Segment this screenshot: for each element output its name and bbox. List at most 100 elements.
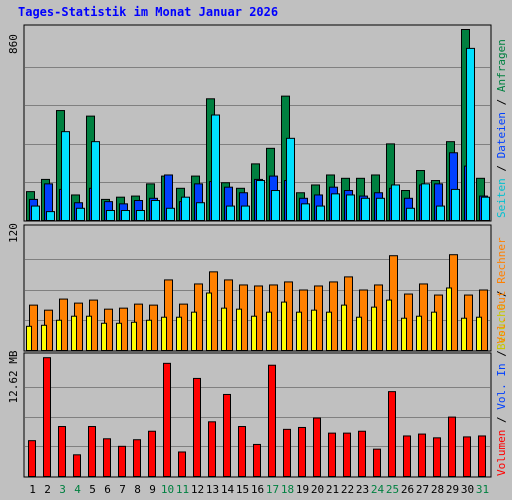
volume-bar-day-20: [313, 417, 321, 477]
panel-visits: 120: [7, 223, 492, 352]
pages-bar-day-6: [106, 210, 115, 221]
volume-bar-day-7: [118, 445, 126, 478]
visits-bar-day-27: [416, 315, 422, 352]
visits-bar-day-16: [251, 315, 257, 352]
volume-bar-day-26: [403, 435, 411, 477]
volume-bar-day-13: [208, 421, 216, 477]
pages-bar-day-29: [451, 188, 460, 222]
x-tick-label-day-2: 2: [44, 483, 51, 496]
panel-requests-ymax-label: 860: [7, 34, 20, 54]
x-tick-label-day-29: 29: [446, 483, 459, 496]
x-tick-label-day-9: 9: [149, 483, 156, 496]
volume-bar-day-19: [298, 426, 306, 477]
pages-bar-day-3: [61, 131, 70, 222]
visits-bar-day-26: [401, 317, 407, 352]
chart-title: Tages-Statistik im Monat Januar 2026: [18, 5, 278, 19]
x-tick-label-day-6: 6: [104, 483, 111, 496]
x-tick-label-day-17: 17: [266, 483, 279, 496]
visits-bar-day-4: [71, 315, 77, 352]
pages-bar-day-2: [46, 211, 55, 221]
legend-separator: /: [495, 410, 508, 430]
visits-bar-day-6: [101, 322, 107, 351]
x-tick-label-day-30: 30: [461, 483, 474, 496]
pages-bar-day-30: [466, 47, 475, 221]
visits-bar-day-15: [236, 308, 242, 351]
pages-bar-day-27: [421, 183, 430, 221]
visits-bar-day-5: [86, 315, 92, 352]
visits-bar-day-10: [161, 316, 167, 352]
x-tick-label-day-15: 15: [236, 483, 249, 496]
volume-bar-day-21: [328, 432, 336, 478]
legend-entry-vol-in: Vol. In: [495, 363, 508, 409]
legend-entry-visits: Besuche: [495, 304, 508, 350]
legend-entry-hosts: Rechner: [495, 237, 508, 284]
x-tick-label-day-5: 5: [89, 483, 96, 496]
pages-bar-day-26: [406, 207, 415, 221]
visits-bar-day-19: [296, 311, 302, 351]
visits-bar-day-29: [446, 287, 452, 352]
visits-bar-day-21: [326, 311, 332, 351]
volume-bar-day-4: [73, 454, 81, 477]
volume-bar-day-3: [58, 426, 66, 477]
volume-bar-day-17: [268, 364, 276, 478]
visits-bar-day-14: [221, 307, 227, 351]
visits-bar-day-9: [146, 319, 152, 351]
visits-bar-day-8: [131, 321, 137, 351]
legend-separator: /: [495, 284, 508, 304]
visits-bar-day-12: [191, 311, 197, 351]
legend-entry-vol-out: Vol. Out: [495, 291, 508, 344]
visits-bar-day-22: [341, 304, 347, 351]
pages-bar-day-18: [286, 137, 295, 221]
pages-bar-day-11: [181, 196, 190, 222]
volume-bar-day-25: [388, 391, 396, 477]
x-tick-label-day-22: 22: [341, 483, 354, 496]
pages-bar-day-10: [166, 207, 175, 221]
panel-visits-ymax-label: 120: [7, 223, 20, 243]
x-tick-label-day-24: 24: [371, 483, 385, 496]
volume-bar-day-1: [28, 440, 36, 478]
legend-separator: /: [495, 344, 508, 364]
pages-bar-day-8: [136, 210, 145, 221]
visits-bar-day-20: [311, 309, 317, 351]
x-tick-label-day-26: 26: [401, 483, 414, 496]
x-tick-label-day-3: 3: [59, 483, 66, 496]
visits-bar-day-3: [56, 319, 62, 351]
visits-bar-day-23: [356, 316, 362, 352]
legend-separator: /: [495, 92, 508, 112]
volume-bar-day-15: [238, 426, 246, 477]
visits-bar-day-1: [26, 325, 32, 351]
legend-group: Besuche / Rechner: [495, 237, 508, 350]
panel-requests: 860: [7, 24, 492, 222]
x-tick-label-day-14: 14: [221, 483, 235, 496]
volume-bar-day-9: [148, 430, 156, 478]
panel-volume-bars: [28, 357, 486, 478]
pages-bar-day-15: [241, 205, 250, 221]
x-tick-label-day-31: 31: [476, 483, 489, 496]
pages-bar-day-13: [211, 114, 220, 221]
x-tick-label-day-19: 19: [296, 483, 309, 496]
x-tick-label-day-11: 11: [176, 483, 189, 496]
legend-group: Seiten / Dateien / Anfragen: [495, 39, 508, 218]
pages-bar-day-4: [76, 207, 85, 221]
x-tick-label-day-13: 13: [206, 483, 219, 496]
volume-bar-day-6: [103, 438, 111, 478]
pages-bar-day-12: [196, 202, 205, 222]
x-tick-label-day-7: 7: [119, 483, 126, 496]
pages-bar-day-22: [346, 194, 355, 222]
hosts-bar-day-10: [164, 279, 173, 351]
legend-group: Volumen / Vol. In / Vol. Out: [495, 291, 508, 476]
volume-bar-day-10: [163, 362, 171, 478]
visits-bar-day-18: [281, 301, 287, 352]
x-tick-label-day-4: 4: [74, 483, 81, 496]
visits-bar-day-13: [206, 292, 212, 351]
x-tick-label-day-28: 28: [431, 483, 444, 496]
pages-bar-day-9: [151, 200, 160, 221]
panel-requests-bars: [26, 29, 490, 222]
volume-bar-day-24: [373, 448, 381, 477]
volume-bar-day-23: [358, 430, 366, 478]
x-tick-label-day-8: 8: [134, 483, 141, 496]
x-tick-label-day-12: 12: [191, 483, 204, 496]
pages-bar-day-25: [391, 184, 400, 222]
volume-bar-day-18: [283, 428, 291, 477]
